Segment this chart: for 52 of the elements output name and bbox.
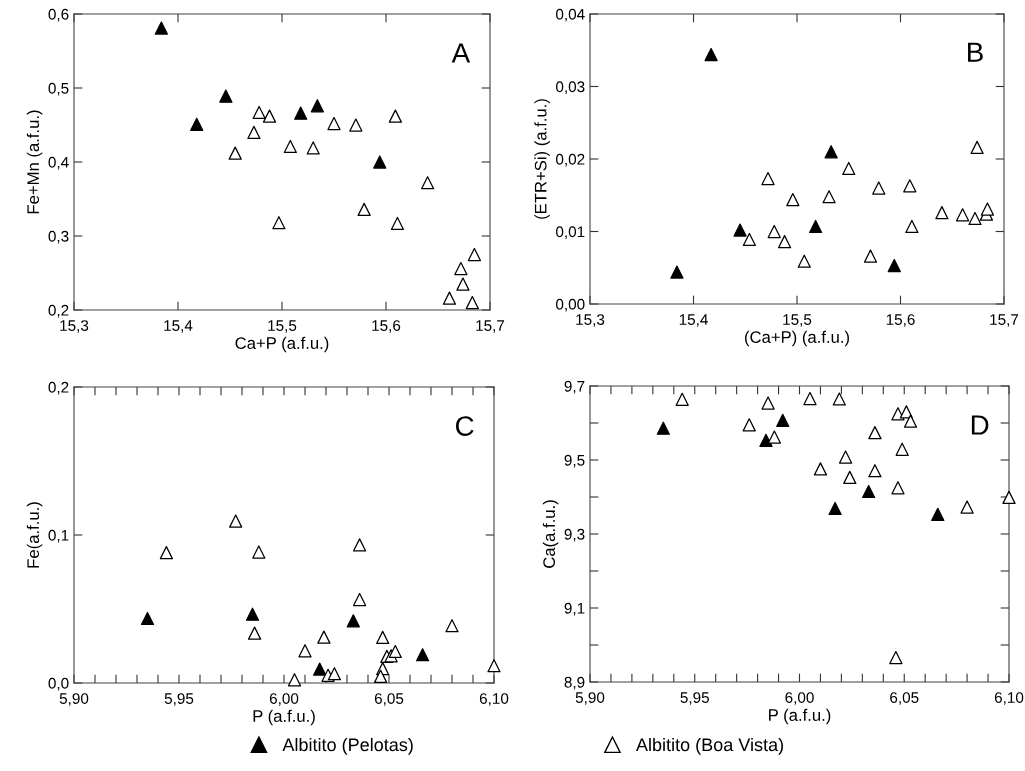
y-tick-label: 0,2: [48, 304, 69, 318]
y-tick-label: 0,6: [48, 8, 69, 22]
x-tick-label: 15,3: [576, 314, 605, 327]
x-tick-label: 6,00: [269, 693, 299, 706]
y-axis-title: Ca(a.f.u.): [542, 500, 559, 568]
x-tick-label: 6,05: [890, 692, 919, 705]
y-axis-title: Fe(a.f.u.): [26, 502, 43, 568]
y-axis-title: (ETR+Si) (a.f.u.): [534, 99, 550, 219]
x-tick-label: 6,10: [994, 692, 1024, 705]
x-tick-label: 15,6: [372, 320, 401, 333]
x-tick-label: 5,95: [164, 693, 194, 706]
y-tick-label: 0,1: [48, 529, 69, 543]
y-tick-label: 0,02: [556, 153, 585, 167]
y-tick-label: 0,2: [48, 381, 69, 395]
x-tick-label: 6,10: [479, 693, 509, 706]
y-tick-label: 9,1: [564, 602, 585, 616]
annotation: A: [451, 43, 471, 63]
x-tick-label: 5,90: [59, 693, 89, 706]
x-tick-label: 6,05: [374, 693, 404, 706]
x-tick-label: 15,7: [990, 314, 1019, 327]
y-tick-label: 0,04: [556, 8, 585, 22]
y-tick-label: 9,5: [564, 454, 585, 468]
y-tick-label: 9,7: [564, 380, 585, 394]
y-tick-label: 8,9: [564, 676, 585, 690]
x-axis-title: (Ca+P) (a.f.u.): [745, 330, 849, 347]
y-tick-label: 0,03: [556, 81, 585, 94]
legend-label: Albitito (Boa Vista): [635, 737, 784, 755]
x-tick-label: 15,5: [783, 314, 812, 327]
y-tick-label: 0,0: [48, 677, 69, 691]
annotation: B: [968, 42, 983, 62]
annotation: D: [971, 415, 989, 435]
x-tick-label: 15,5: [268, 320, 297, 333]
x-tick-label: 15,4: [679, 314, 708, 327]
annotation: C: [455, 416, 474, 436]
x-axis-title: P (a.f.u.): [769, 708, 831, 725]
y-tick-label: 0,00: [556, 298, 585, 312]
y-tick-label: 9,3: [564, 528, 585, 542]
x-tick-label: 15,6: [886, 314, 915, 327]
y-axis-title: Fe+Mn (a.f.u.): [26, 110, 43, 214]
y-tick-label: 0,01: [556, 226, 585, 239]
legend-label: Albitito (Pelotas): [282, 737, 413, 755]
x-tick-label: 15,4: [164, 320, 193, 333]
y-tick-label: 0,3: [48, 230, 69, 244]
x-tick-label: 6,00: [785, 692, 814, 705]
x-axis-title: P (a.f.u.): [253, 709, 315, 726]
x-tick-label: 15,7: [476, 320, 505, 333]
x-axis-title: Ca+P (a.f.u.): [235, 336, 329, 353]
x-tick-label: 5,90: [575, 692, 605, 705]
y-tick-label: 0,4: [48, 156, 69, 170]
x-tick-label: 5,95: [680, 692, 709, 705]
y-tick-label: 0,5: [48, 82, 69, 96]
x-tick-label: 15,3: [60, 320, 89, 333]
